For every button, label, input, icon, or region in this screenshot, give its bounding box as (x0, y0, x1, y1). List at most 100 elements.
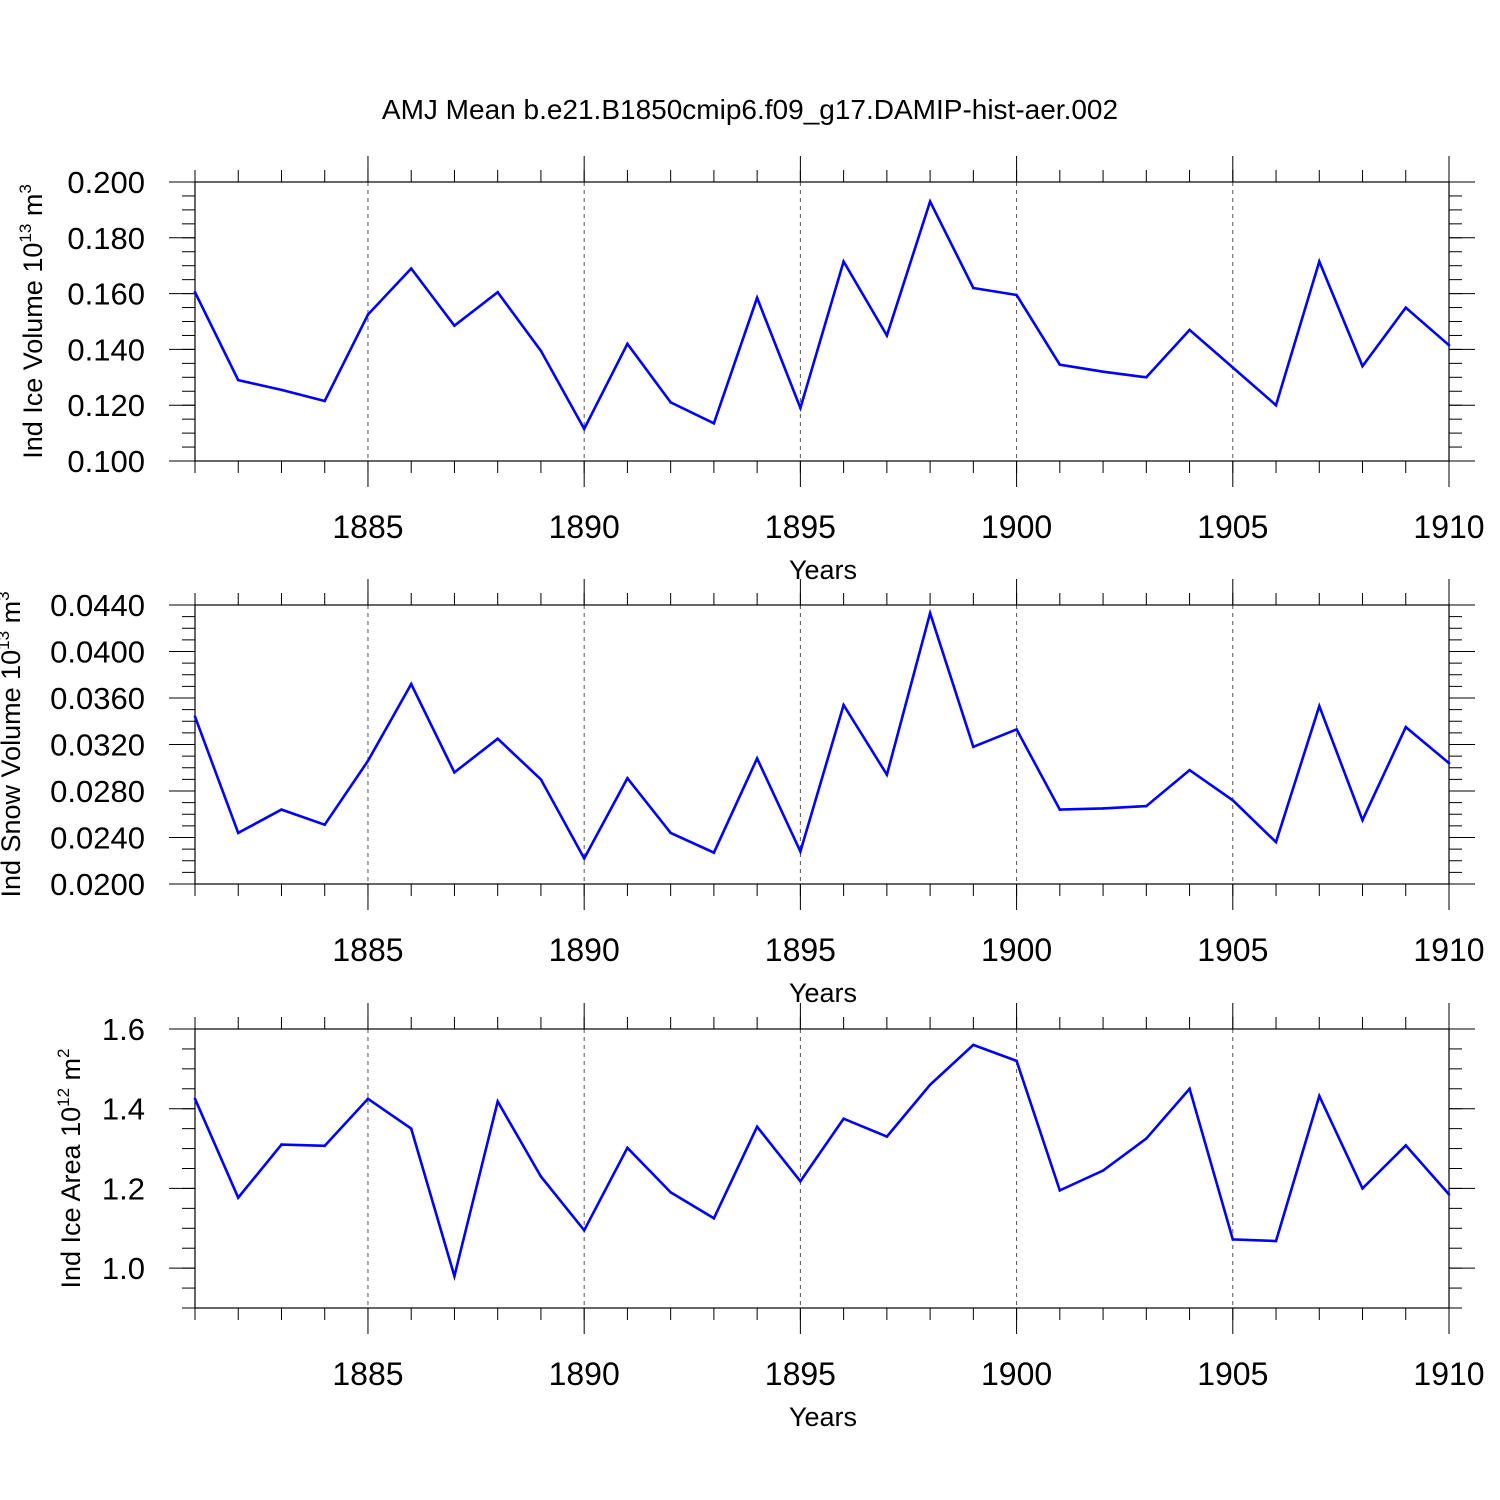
data-point (323, 823, 327, 827)
data-point (799, 406, 802, 410)
data-point (1188, 1087, 1191, 1091)
plot-frame (194, 604, 1450, 885)
data-point (539, 778, 543, 781)
data-point (972, 1043, 975, 1047)
data-point (1361, 818, 1364, 822)
data-point (1058, 363, 1062, 367)
x-tick-label: 1910 (1413, 932, 1484, 968)
y-tick-label: 0.0400 (50, 635, 145, 670)
panels: 1885 1890 1895 1900 1905 1910 0.100 0.120 0.140 0… (0, 156, 1485, 1432)
y-tick-label: 0.0200 (50, 867, 145, 902)
data-point (1101, 370, 1105, 374)
y-tick-label: 0.180 (67, 221, 145, 256)
y-tick-label: 0.160 (67, 277, 145, 312)
data-point (928, 611, 932, 615)
data-point (409, 267, 413, 270)
y-axis-unit-exponent: 13 (16, 224, 35, 243)
data-point (236, 831, 240, 835)
x-tick-label: 1890 (549, 932, 620, 968)
data-point (409, 682, 413, 686)
y-axis-unit-power: 2 (54, 1048, 73, 1057)
data-point (1404, 1144, 1408, 1147)
y-tick-label: 1.2 (102, 1171, 145, 1206)
data-point (1145, 804, 1148, 808)
y-tick-label: 0.200 (67, 165, 145, 200)
data-point (366, 759, 370, 763)
y-axis-unit-power: 3 (0, 591, 13, 600)
data-point (280, 388, 283, 392)
y-axis-label-text: Ind Ice Area (56, 1143, 86, 1288)
data-point (1231, 799, 1235, 802)
data-point (1317, 1094, 1321, 1098)
y-tick-label: 0.0240 (50, 821, 145, 856)
data-point (755, 1125, 759, 1128)
data-point (1231, 1238, 1235, 1241)
data-point (755, 757, 759, 760)
data-point (496, 1100, 499, 1103)
data-point (366, 313, 370, 316)
y-axis-unit-exponent: 12 (54, 1088, 73, 1107)
y-axis-label-text: Ind Snow Volume (0, 687, 26, 897)
y-axis-label-text: Ind Ice Volume (18, 280, 48, 459)
y-tick-label: 0.100 (67, 444, 145, 479)
chart-panel-1: 1885 1890 1895 1900 1905 1910 0.100 0.120 0.140 0… (16, 156, 1485, 585)
data-point (1447, 343, 1451, 347)
y-axis-unit-base: 10 (18, 243, 48, 273)
data-point (539, 1175, 543, 1178)
data-point (1274, 1239, 1278, 1243)
y-tick-label: 0.0360 (50, 681, 145, 716)
y-tick-label: 0.0280 (50, 774, 145, 809)
data-point (1447, 761, 1451, 765)
x-axis-title: Years (789, 555, 857, 585)
x-tick-label: 1910 (1413, 509, 1484, 545)
data-point (885, 773, 889, 777)
y-axis-title: Ind Ice Area 1012 m2 (54, 1048, 86, 1288)
y-axis-unit-power: 3 (16, 184, 35, 193)
data-point (1274, 840, 1278, 844)
x-axis-title: Years (789, 1402, 857, 1432)
data-point (193, 715, 197, 718)
y-axis-space (0, 680, 26, 688)
data-point (755, 296, 759, 300)
series-line (193, 1043, 1450, 1282)
data-point (842, 260, 845, 263)
data-point (928, 200, 932, 203)
data-point (1188, 328, 1191, 332)
data-point (712, 422, 716, 425)
data-point (712, 1217, 716, 1220)
data-point (1404, 725, 1408, 729)
data-point (280, 1143, 283, 1146)
data-point (453, 324, 456, 327)
data-point (799, 1179, 802, 1183)
data-point (712, 851, 716, 854)
data-point (582, 1228, 586, 1232)
y-tick-label: 0.140 (67, 332, 145, 367)
data-point (972, 745, 975, 749)
chart-panel-3: 1885 1890 1895 1900 1905 1910 1.0 1.2 1.4 1.6 Year… (54, 1003, 1485, 1432)
series-line (193, 608, 1450, 862)
x-tick-label: 1895 (765, 509, 836, 545)
y-tick-label: 1.6 (102, 1012, 145, 1047)
data-point (1231, 366, 1235, 369)
data-point (582, 427, 586, 431)
y-axis-space (18, 216, 48, 224)
data-point (669, 401, 672, 404)
data-point (539, 349, 543, 353)
y-tick-label: 0.0440 (50, 588, 145, 623)
data-point (1361, 364, 1364, 368)
y-axis-title: Ind Ice Volume 1013 m3 (16, 184, 48, 459)
x-tick-label: 1885 (332, 1356, 403, 1392)
y-axis-unit-exponent: 13 (0, 631, 13, 650)
y-axis-title: Ind Snow Volume 1013 m3 (0, 591, 26, 897)
data-point (1145, 376, 1148, 379)
data-point (1447, 1193, 1451, 1196)
data-point (1015, 293, 1018, 297)
data-point (669, 831, 672, 835)
x-tick-label: 1900 (981, 932, 1052, 968)
data-point (453, 771, 456, 774)
data-point (1058, 1189, 1062, 1192)
data-point (885, 1135, 889, 1138)
x-tick-label: 1885 (332, 509, 403, 545)
y-tick-label: 1.4 (102, 1092, 145, 1127)
